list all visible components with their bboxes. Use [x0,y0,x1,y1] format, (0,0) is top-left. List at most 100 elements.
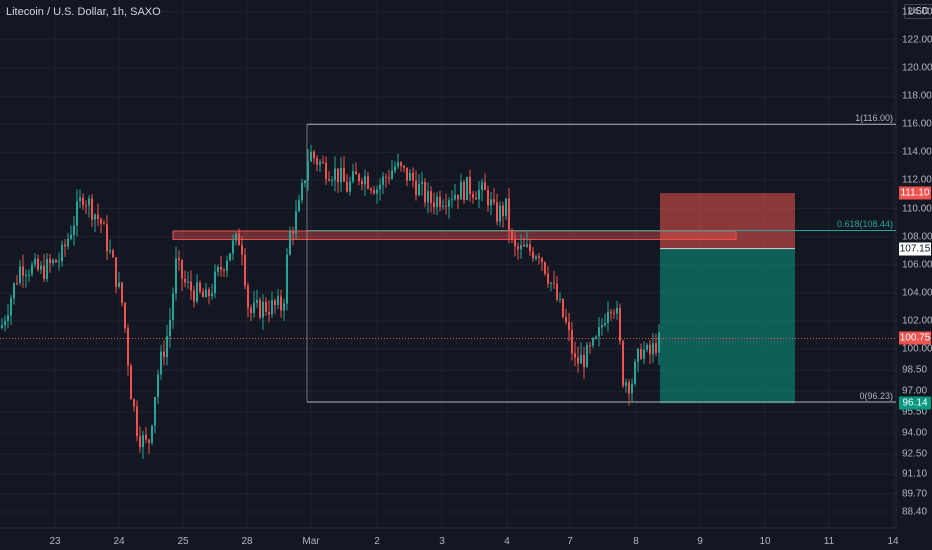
candle-body [556,283,558,300]
candle-body [7,315,9,322]
candle-body [511,230,513,239]
candle-body [4,321,6,325]
candle-body [577,357,579,364]
candle-body [196,282,198,302]
candle-body [646,344,648,350]
candle-body [565,317,567,323]
candle-body [328,179,330,181]
candle-body [265,301,267,312]
y-tick-label: 94.00 [902,427,928,439]
candle-body [184,278,186,283]
candle-body [451,199,453,201]
candle-body [340,167,342,183]
candle-body [649,344,651,355]
candle-body [181,260,183,279]
candle-body [334,168,336,181]
candle-body [298,200,300,212]
candle-body [145,434,147,440]
candle-body [568,322,570,331]
candle-body [574,353,576,358]
y-tick-label: 114.00 [902,146,932,158]
stop-loss-zone [660,193,795,249]
x-tick-label: 11 [823,536,835,547]
candle-body [292,231,294,234]
x-tick-label: 7 [567,536,573,547]
candle-body [175,258,177,294]
candle-body [583,354,585,367]
candle-body [469,176,471,194]
candle-body [307,161,309,181]
candle-body [301,182,303,201]
candle-body [199,282,201,292]
x-tick-label: 2 [374,536,380,547]
candle-body [535,256,537,259]
candle-body [244,254,246,286]
candle-body [178,258,180,261]
candle-body [337,168,339,183]
candle-body [547,273,549,284]
candle-body [430,191,432,203]
candle-body [415,180,417,196]
candle-body [121,282,123,303]
candle-body [412,173,414,181]
candle-body [607,311,609,323]
candle-body [619,307,621,342]
candle-body [304,180,306,183]
x-tick-label: 8 [633,536,639,547]
candle-body [13,283,15,299]
candle-body [658,332,660,353]
candle-body [505,198,507,217]
candle-body [460,181,462,200]
candle-body [223,269,225,271]
candle-body [76,201,78,226]
candle-body [550,282,552,284]
candle-body [313,151,315,159]
candle-body [448,200,450,207]
candle-body [232,240,234,254]
candle-body [310,151,312,162]
x-tick-label: 28 [241,536,253,547]
y-tick-label: 110.00 [902,203,932,215]
x-tick-label: 23 [49,536,61,547]
candle-body [445,205,447,207]
candle-body [82,197,84,206]
y-tick-label: 104.00 [902,287,932,299]
candle-body [433,202,435,208]
candle-body [457,194,459,200]
candle-body [169,319,171,337]
candle-body [604,322,606,326]
y-tick-label: 88.40 [902,506,928,518]
candle-body [532,251,534,259]
fib-level-label: 0(96.23) [859,390,893,401]
y-tick-label: 89.70 [902,488,928,500]
x-tick-label: 14 [887,536,899,547]
candle-body [22,266,24,276]
candle-body [73,225,75,235]
candle-body [295,211,297,234]
candle-body [370,188,372,191]
candle-body [484,182,486,190]
y-tick-label: 120.00 [902,62,932,74]
candle-body [190,281,192,291]
y-tick-label: 100.00 [902,343,932,355]
candle-body [70,234,72,239]
candle-body [187,281,189,283]
candle-body [283,303,285,311]
candle-body [352,171,354,182]
candle-body [466,176,468,201]
candle-body [91,198,93,220]
chart-title: Litecoin / U.S. Dollar, 1h, SAXO [6,6,161,18]
candle-body [166,336,168,357]
candle-body [373,190,375,194]
candle-body [475,197,477,200]
candle-body [25,275,27,277]
candle-body [616,307,618,314]
candle-body [277,296,279,305]
candle-body [205,289,207,298]
candle-body [172,293,174,320]
candle-body [325,162,327,180]
candle-body [601,325,603,328]
candle-body [637,348,639,362]
currency-label[interactable]: USD [904,4,932,19]
